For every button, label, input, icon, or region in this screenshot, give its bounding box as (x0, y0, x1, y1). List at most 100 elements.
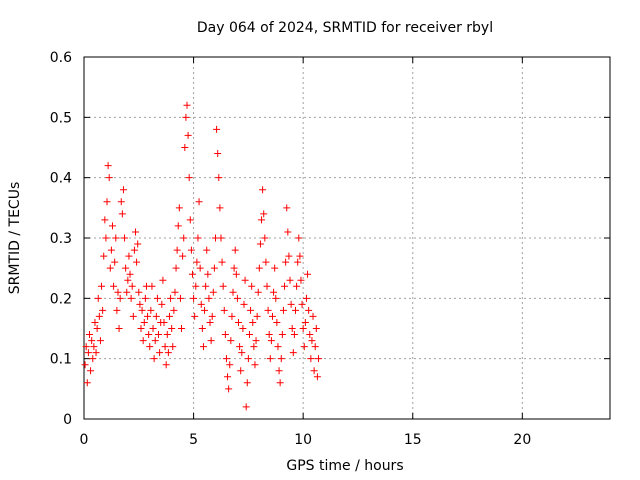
data-point (299, 325, 307, 332)
y-axis-label: SRMTID / TECUs (7, 182, 23, 295)
data-point (90, 343, 98, 351)
data-point (240, 300, 248, 308)
data-point (199, 343, 207, 351)
data-point (214, 150, 222, 158)
data-point (149, 325, 157, 332)
data-point (113, 306, 121, 314)
data-point (128, 282, 136, 290)
data-point (162, 361, 170, 369)
data-point (183, 101, 191, 109)
data-point (273, 318, 281, 326)
data-point (305, 306, 313, 314)
data-point (156, 349, 164, 357)
data-point (102, 234, 110, 242)
data-point (81, 361, 89, 369)
data-point (267, 337, 275, 345)
data-point (148, 282, 156, 290)
data-point (111, 258, 119, 266)
data-point (295, 234, 303, 242)
data-point (150, 355, 158, 363)
data-point (221, 331, 229, 339)
x-tick-label: 10 (294, 432, 312, 448)
data-point (175, 204, 183, 212)
data-point (288, 325, 296, 332)
data-point (88, 337, 96, 345)
data-point (217, 234, 225, 242)
data-point (203, 246, 211, 254)
data-point (196, 264, 204, 272)
data-point (163, 331, 171, 339)
data-point (297, 276, 305, 284)
y-tick-label: 0.1 (50, 352, 72, 368)
data-point (201, 306, 209, 314)
data-point (306, 331, 314, 339)
data-point (296, 252, 304, 260)
data-point (194, 234, 202, 242)
data-point (185, 174, 193, 182)
data-point (134, 240, 142, 248)
data-point (93, 325, 101, 332)
y-tick-label: 0.6 (50, 50, 72, 66)
data-point (100, 252, 108, 260)
data-point (308, 337, 316, 345)
data-point (286, 276, 294, 284)
y-tick-label: 0.5 (50, 110, 72, 126)
data-point (169, 343, 177, 351)
data-point (216, 204, 224, 212)
data-point (108, 222, 116, 230)
data-point (135, 288, 143, 296)
data-point (231, 246, 239, 254)
data-point (279, 306, 287, 314)
data-point (250, 343, 258, 351)
data-point (309, 312, 317, 320)
data-point (236, 343, 244, 351)
data-point (110, 282, 118, 290)
data-point (229, 288, 237, 296)
data-point (310, 367, 318, 375)
data-point (190, 294, 198, 302)
data-point (298, 300, 306, 308)
data-point (227, 337, 235, 345)
data-point (171, 288, 179, 296)
data-point (271, 264, 279, 272)
data-point (187, 246, 195, 254)
data-point (92, 349, 100, 357)
data-point (184, 131, 192, 139)
data-point (270, 288, 278, 296)
data-point (172, 264, 180, 272)
data-point (204, 270, 212, 278)
data-point (255, 264, 263, 272)
data-point (96, 337, 104, 345)
data-point (173, 246, 181, 254)
data-point (218, 258, 226, 266)
data-point (179, 252, 187, 260)
data-point (139, 337, 147, 345)
data-point (192, 282, 200, 290)
data-point (293, 282, 301, 290)
data-point (239, 325, 247, 332)
data-point (311, 343, 319, 351)
data-point (115, 325, 123, 332)
data-point (164, 349, 172, 357)
data-point (252, 337, 260, 345)
data-point (283, 204, 291, 212)
data-point (225, 385, 233, 393)
x-tick-label: 0 (80, 432, 89, 448)
data-point (89, 355, 97, 363)
data-point (159, 276, 167, 284)
data-point (85, 331, 93, 339)
data-point (141, 294, 149, 302)
data-points (81, 101, 323, 411)
data-point (302, 294, 310, 302)
data-point (98, 282, 106, 290)
data-point (137, 325, 145, 332)
data-point (213, 125, 221, 133)
data-point (147, 306, 155, 314)
data-point (245, 331, 253, 339)
y-tick-label: 0.3 (50, 231, 72, 247)
data-point (244, 355, 252, 363)
data-point (87, 367, 95, 375)
data-point (313, 373, 321, 381)
data-point (180, 234, 188, 242)
data-point (256, 240, 264, 248)
